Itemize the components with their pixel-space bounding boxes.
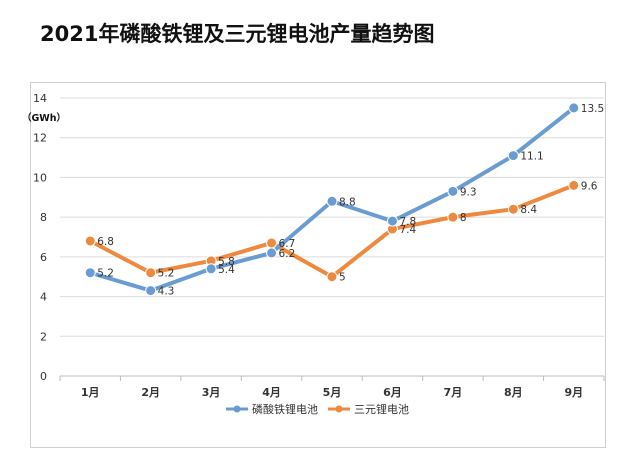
data-label: 6.7 xyxy=(279,238,296,250)
data-point xyxy=(386,215,398,227)
y-tick-label: 8 xyxy=(40,211,47,224)
data-label: 9.3 xyxy=(460,186,477,198)
y-tick-label: 12 xyxy=(33,132,47,145)
data-label: 5 xyxy=(339,272,346,284)
y-axis-unit-label: （GWh） xyxy=(22,112,66,124)
x-tick-label: 2月 xyxy=(141,386,160,399)
data-point xyxy=(266,247,278,259)
data-label: 11.1 xyxy=(520,151,543,163)
data-label: 6.8 xyxy=(97,236,114,248)
legend-swatch-marker xyxy=(233,405,241,413)
data-point xyxy=(447,211,459,223)
data-label: 6.2 xyxy=(279,248,296,260)
data-label: 5.4 xyxy=(218,264,235,276)
data-point xyxy=(326,271,338,283)
data-point xyxy=(84,267,96,279)
data-point xyxy=(568,102,580,114)
data-point xyxy=(266,237,278,249)
data-point xyxy=(507,203,519,215)
x-tick-label: 6月 xyxy=(383,386,402,399)
data-label: 13.5 xyxy=(581,103,604,115)
data-point xyxy=(145,285,157,297)
x-tick-label: 7月 xyxy=(444,386,463,399)
data-label: 8 xyxy=(460,212,467,224)
x-tick-label: 1月 xyxy=(81,386,100,399)
data-label: 9.6 xyxy=(581,180,598,192)
data-point xyxy=(507,150,519,162)
data-label: 7.8 xyxy=(399,216,416,228)
data-label: 7.4 xyxy=(399,224,416,236)
y-tick-label: 2 xyxy=(40,330,47,343)
data-label: 4.3 xyxy=(158,286,175,298)
y-tick-label: 6 xyxy=(40,251,47,264)
y-tick-label: 0 xyxy=(40,370,47,383)
data-point xyxy=(145,267,157,279)
legend-entry: 三元锂电池 xyxy=(354,402,409,416)
chart-frame xyxy=(30,82,606,448)
gridlines xyxy=(59,97,605,381)
data-point xyxy=(84,235,96,247)
legend-swatch-marker xyxy=(335,405,343,413)
data-label: 8.4 xyxy=(520,204,537,216)
chart-title: 2021年磷酸铁锂及三元锂电池产量趋势图 xyxy=(40,22,435,46)
x-tick-label: 9月 xyxy=(564,386,583,399)
series-points xyxy=(84,102,580,297)
x-tick-label: 8月 xyxy=(504,386,523,399)
data-point xyxy=(447,185,459,197)
y-tick-label: 14 xyxy=(33,92,47,105)
data-label: 5.2 xyxy=(97,268,114,280)
x-tick-label: 5月 xyxy=(323,386,342,399)
data-label: 5.8 xyxy=(218,256,235,268)
x-tick-labels: 1月 2月 3月 4月 5月 6月 7月 8月 9月 xyxy=(81,386,583,399)
data-point xyxy=(326,195,338,207)
legend: 磷酸铁锂电池 三元锂电池 xyxy=(226,402,409,416)
data-point xyxy=(205,263,217,275)
y-tick-label: 10 xyxy=(33,171,47,184)
x-tick-label: 4月 xyxy=(262,386,281,399)
data-point xyxy=(568,179,580,191)
legend-entry: 磷酸铁锂电池 xyxy=(252,402,318,416)
data-labels: 5.2 4.3 5.4 6.2 8.8 7.8 9.3 11.1 13.5 6.8 5.2 5.8 6.… xyxy=(97,103,604,298)
x-tick-label: 3月 xyxy=(202,386,221,399)
data-label: 5.2 xyxy=(158,268,175,280)
data-label: 8.8 xyxy=(339,196,356,208)
y-tick-label: 4 xyxy=(40,291,47,304)
y-tick-labels: 0 2 4 6 8 10 12 14 xyxy=(33,92,47,383)
